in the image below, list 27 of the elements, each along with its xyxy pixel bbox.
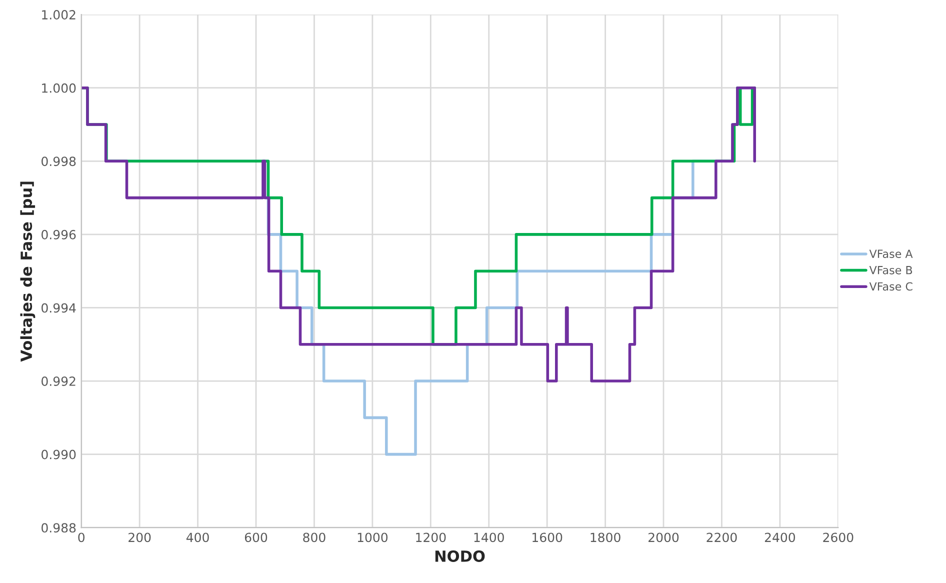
y-tick-label: 0.990 — [42, 450, 76, 460]
x-tick-label: 400 — [186, 532, 209, 542]
x-tick-label: 1800 — [590, 532, 620, 542]
x-tick-label: 1400 — [474, 532, 504, 542]
y-tick-label: 0.992 — [42, 376, 76, 386]
x-tick-label: 200 — [128, 532, 151, 542]
x-tick-label: 2400 — [764, 532, 796, 542]
legend-label: VFase C — [869, 282, 912, 291]
legend-label: VFase B — [869, 266, 912, 274]
x-tick-label: 0 — [78, 532, 84, 542]
y-tick-label: 0.996 — [42, 230, 76, 240]
y-tick-label: 0.994 — [42, 303, 76, 313]
y-tick-label: 1.002 — [42, 10, 76, 20]
y-tick-label: 0.998 — [42, 156, 76, 166]
y-tick-label: 1.000 — [42, 83, 76, 93]
x-tick-label: 2200 — [706, 532, 737, 542]
x-tick-label: 1000 — [358, 532, 388, 542]
x-tick-label: 2000 — [648, 532, 679, 542]
x-axis-title: NODO — [435, 550, 485, 562]
y-axis-title: Voltajes de Fase [pu] — [20, 182, 36, 362]
x-tick-label: 800 — [303, 532, 326, 542]
x-tick-label: 1200 — [416, 532, 446, 542]
x-tick-label: 1600 — [532, 532, 562, 542]
x-tick-label: 2600 — [823, 532, 854, 542]
x-tick-label: 600 — [244, 532, 268, 542]
y-tick-label: 0.988 — [42, 523, 76, 533]
legend-label: VFase A — [869, 250, 913, 258]
